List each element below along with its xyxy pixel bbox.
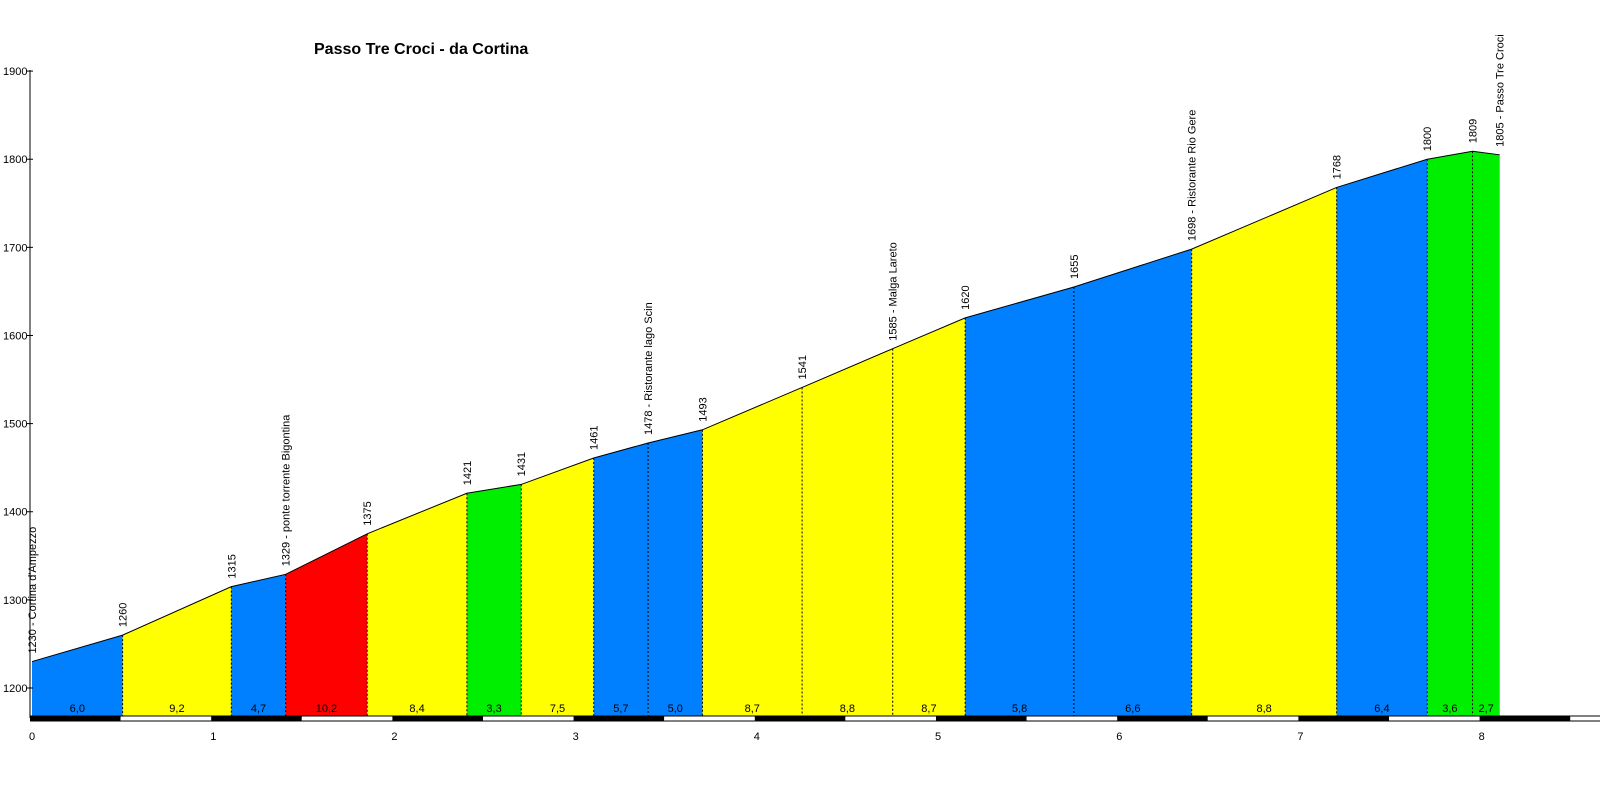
y-tick-label: 1400 — [3, 507, 27, 519]
profile-segment — [965, 287, 1074, 718]
profile-segment — [1336, 159, 1428, 719]
elevation-labels: 1230 - Cortina d'Ampezzo 1260 1315 1329 - p… — [27, 34, 1507, 653]
elevation-label: 1805 - Passo Tre Croci — [1495, 34, 1507, 147]
x-tick-label: 7 — [1297, 731, 1303, 743]
distance-bar-segment — [1117, 716, 1208, 721]
distance-bar-segment — [120, 716, 212, 721]
grade-label: 2,7 — [1478, 703, 1493, 715]
x-tick-label: 2 — [391, 731, 397, 743]
grade-label: 3,3 — [486, 703, 501, 715]
x-tick-label: 1 — [210, 731, 216, 743]
profile-segment — [367, 493, 467, 718]
grade-label: 5,0 — [668, 703, 683, 715]
elevation-label: 1655 — [1069, 255, 1081, 279]
distance-bar-segment — [30, 716, 121, 721]
profile-segment — [593, 442, 649, 718]
elevation-label: 1230 - Cortina d'Ampezzo — [27, 527, 39, 654]
distance-bar-segment — [1026, 716, 1118, 721]
distance-bar-segment — [1298, 716, 1389, 721]
grade-label: 8,8 — [840, 703, 855, 715]
elevation-label: 1493 — [697, 397, 709, 421]
profile-segment — [892, 317, 966, 718]
profile-segment — [1191, 187, 1337, 718]
grade-label: 6,4 — [1374, 703, 1389, 715]
grade-labels: 6,0 9,2 4,7 10,2 8,4 3,3 7,5 5,7 5,0 8,7 8,8 8,7 5,8… — [70, 703, 1494, 715]
chart-title: Passo Tre Croci - da Cortina — [314, 41, 528, 58]
elevation-label: 1800 — [1422, 127, 1434, 151]
elevation-label: 1620 — [960, 285, 972, 309]
profile-segment — [1073, 249, 1192, 718]
distance-bar-segment — [301, 716, 393, 721]
profile-outline — [31, 150, 1500, 663]
elevation-label: 1375 — [362, 501, 374, 525]
y-tick-label: 1600 — [3, 330, 27, 342]
grade-label: 8,4 — [409, 703, 424, 715]
grade-label: 10,2 — [316, 703, 337, 715]
elevation-label: 1478 - Ristorante lago Scin — [643, 302, 655, 435]
profile-segment — [32, 635, 123, 718]
y-tick-label: 1900 — [3, 66, 27, 78]
x-axis: 0 1 2 3 4 5 6 7 8 — [29, 715, 1600, 743]
distance-bar-segment — [1479, 716, 1571, 721]
grade-label: 4,7 — [251, 703, 266, 715]
elevation-label: 1698 - Ristorante Rio Gere — [1187, 110, 1199, 241]
elevation-label: 1431 — [516, 452, 528, 476]
elevation-label: 1461 — [589, 425, 601, 449]
grade-label: 8,8 — [1257, 703, 1272, 715]
x-tick-label: 3 — [573, 731, 579, 743]
profile-segment — [122, 586, 232, 718]
y-axis: 1200 1300 1400 1500 1600 1700 1800 1900 — [3, 66, 33, 718]
elevation-label: 1809 — [1468, 119, 1480, 143]
x-tick-label: 6 — [1116, 731, 1122, 743]
profile-segment — [521, 457, 594, 718]
y-tick-label: 1500 — [3, 419, 27, 431]
distance-bar-segment — [1389, 716, 1480, 721]
elevation-label: 1315 — [226, 554, 238, 578]
elevation-label: 1421 — [462, 461, 474, 485]
y-tick-label: 1800 — [3, 154, 27, 166]
profile-segment — [285, 533, 368, 718]
y-tick-label: 1300 — [3, 595, 27, 607]
grade-label: 5,8 — [1012, 703, 1027, 715]
grade-label: 3,6 — [1442, 703, 1457, 715]
profile-segment — [1472, 151, 1500, 718]
profile-segment — [702, 387, 803, 718]
y-tick-label: 1700 — [3, 242, 27, 254]
distance-bar-segment — [845, 716, 936, 721]
distance-bar-segment — [664, 716, 755, 721]
y-tick-label: 1200 — [3, 683, 27, 695]
profile-segment — [648, 429, 703, 718]
distance-bar-segment — [936, 716, 1027, 721]
elevation-label: 1329 - ponte torrente Bigontina — [281, 414, 293, 567]
distance-bar-segment — [392, 716, 483, 721]
x-tick-label: 0 — [29, 731, 35, 743]
grade-label: 8,7 — [745, 703, 760, 715]
elevation-label: 1768 — [1332, 155, 1344, 179]
x-tick-label: 8 — [1479, 731, 1485, 743]
distance-bar-segment — [211, 716, 302, 721]
distance-bar-segment — [754, 716, 846, 721]
grade-label: 9,2 — [169, 703, 184, 715]
distance-bar-segment — [573, 716, 665, 721]
distance-bar-segment — [483, 716, 574, 721]
grade-label: 5,7 — [613, 703, 628, 715]
grade-label: 6,0 — [70, 703, 85, 715]
grade-label: 6,6 — [1125, 703, 1140, 715]
profile-segment — [802, 348, 893, 718]
elevation-label: 1260 — [118, 603, 130, 627]
grade-label: 7,5 — [550, 703, 565, 715]
profile-segments — [32, 151, 1500, 719]
x-tick-label: 5 — [935, 731, 941, 743]
profile-segment — [231, 574, 286, 718]
elevation-label: 1541 — [797, 355, 809, 379]
profile-segment — [466, 484, 522, 718]
profile-line — [31, 150, 1500, 663]
grade-label: 8,7 — [921, 703, 936, 715]
x-tick-label: 4 — [754, 731, 760, 743]
segment-dividers — [122, 151, 1474, 718]
profile-segment — [1427, 151, 1473, 718]
distance-bar-segment — [1207, 716, 1299, 721]
elevation-label: 1585 - Malga Lareto — [888, 242, 900, 340]
